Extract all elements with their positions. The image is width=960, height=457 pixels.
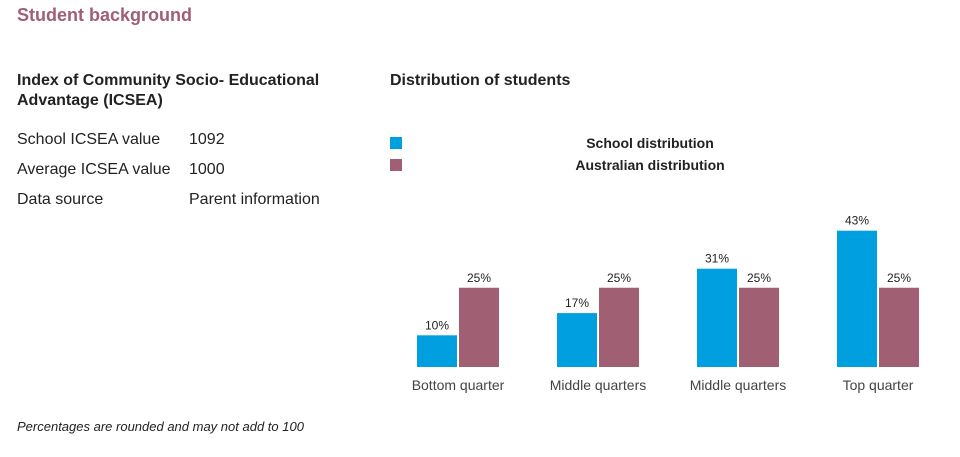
bar-school <box>417 335 457 367</box>
legend-swatch-australian <box>390 159 402 171</box>
icsea-heading: Index of Community Socio- Educational Ad… <box>17 72 320 109</box>
bar-value-label: 25% <box>467 271 491 285</box>
bar-australian <box>739 287 779 367</box>
bar-value-label: 17% <box>565 296 589 310</box>
row-label: Average ICSEA value <box>17 161 171 178</box>
bar-school <box>837 230 877 367</box>
legend-item-australian: Australian distribution <box>390 155 910 177</box>
bar-value-label: 25% <box>607 271 631 285</box>
category-label: Top quarter <box>843 377 914 393</box>
category-label: Middle quarters <box>550 377 647 393</box>
bar-australian <box>459 287 499 367</box>
bar-value-label: 10% <box>425 318 449 332</box>
row-value: Parent information <box>189 191 320 208</box>
legend-item-school: School distribution <box>390 133 910 155</box>
legend-swatch-school <box>390 137 402 149</box>
bar-australian <box>599 287 639 367</box>
data-source-row: Data source Parent information <box>17 190 357 220</box>
rounding-footnote: Percentages are rounded and may not add … <box>17 419 304 434</box>
row-value: 1092 <box>189 131 225 148</box>
legend-label-school: School distribution <box>586 135 714 151</box>
bar-school <box>697 268 737 367</box>
bar-school <box>557 313 597 367</box>
bar-australian <box>879 287 919 367</box>
bar-value-label: 43% <box>845 214 869 228</box>
category-label: Middle quarters <box>690 377 787 393</box>
chart-legend: School distribution Australian distribut… <box>390 133 910 177</box>
bar-value-label: 31% <box>705 252 729 266</box>
icsea-values: School ICSEA value 1092 Average ICSEA va… <box>17 130 357 220</box>
category-label: Bottom quarter <box>412 377 505 393</box>
bar-value-label: 25% <box>887 271 911 285</box>
row-label: Data source <box>17 191 104 208</box>
page-title: Student background <box>17 5 192 25</box>
row-value: 1000 <box>189 161 225 178</box>
average-icsea-row: Average ICSEA value 1000 <box>17 160 357 190</box>
icsea-panel: Index of Community Socio- Educational Ad… <box>17 71 357 220</box>
bar-value-label: 25% <box>747 271 771 285</box>
chart-title: Distribution of students <box>390 72 571 89</box>
legend-label-australian: Australian distribution <box>575 157 725 173</box>
school-icsea-row: School ICSEA value 1092 <box>17 130 357 160</box>
row-label: School ICSEA value <box>17 131 161 148</box>
